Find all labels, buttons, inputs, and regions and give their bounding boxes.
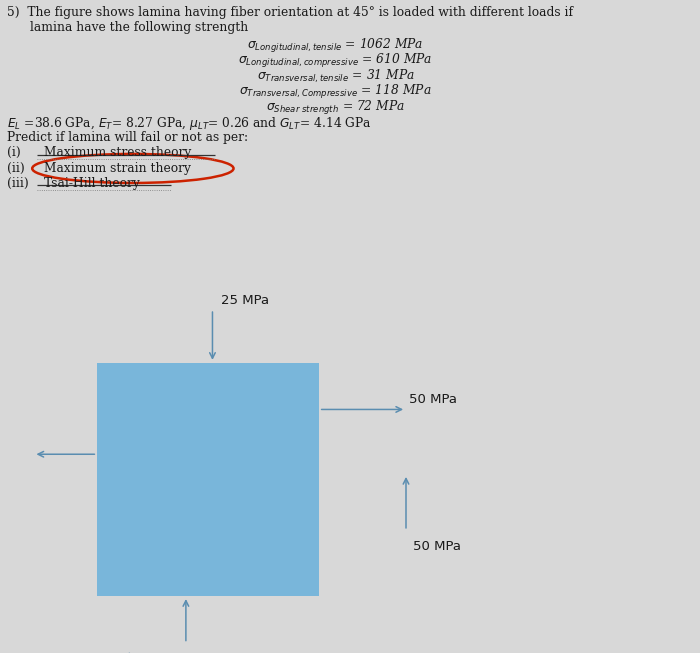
Text: Maximum stress theory: Maximum stress theory (43, 146, 191, 159)
Text: Predict if lamina will fail or not as per:: Predict if lamina will fail or not as pe… (7, 131, 248, 144)
Text: 25 MPa: 25 MPa (220, 295, 269, 308)
Text: $\sigma_{Longitudinal,compressive}$ = 610 MPa: $\sigma_{Longitudinal,compressive}$ = 61… (239, 52, 433, 70)
Text: Tsai-Hill theory: Tsai-Hill theory (43, 177, 139, 190)
Text: (iii): (iii) (7, 177, 29, 190)
Text: $\sigma_{Shear\ strength}$ = 72 MPa: $\sigma_{Shear\ strength}$ = 72 MPa (266, 99, 405, 117)
Text: $\sigma_{Longitudinal,tensile}$ = 1062 MPa: $\sigma_{Longitudinal,tensile}$ = 1062 M… (247, 37, 424, 55)
Text: $E_L$ =38.6 GPa, $E_T$= 8.27 GPa, $\mu_{LT}$= 0.26 and $G_{LT}$= 4.14 GPa: $E_L$ =38.6 GPa, $E_T$= 8.27 GPa, $\mu_{… (7, 116, 372, 133)
Text: $\sigma_{Transversal,Compressive}$ = 118 MPa: $\sigma_{Transversal,Compressive}$ = 118… (239, 84, 432, 101)
Text: 5)  The figure shows lamina having fiber orientation at 45° is loaded with diffe: 5) The figure shows lamina having fiber … (7, 7, 573, 20)
Text: (i): (i) (7, 146, 20, 159)
Text: (ii): (ii) (7, 161, 24, 174)
Text: 50 MPa: 50 MPa (410, 393, 457, 406)
Text: 50 MPa: 50 MPa (413, 540, 461, 553)
Text: Maximum strain theory: Maximum strain theory (43, 161, 190, 174)
Bar (97, 363, 318, 596)
Text: $\sigma_{Transversal,tensile}$ = 31 MPa: $\sigma_{Transversal,tensile}$ = 31 MPa (257, 67, 414, 85)
Text: lamina have the following strength: lamina have the following strength (30, 21, 248, 34)
